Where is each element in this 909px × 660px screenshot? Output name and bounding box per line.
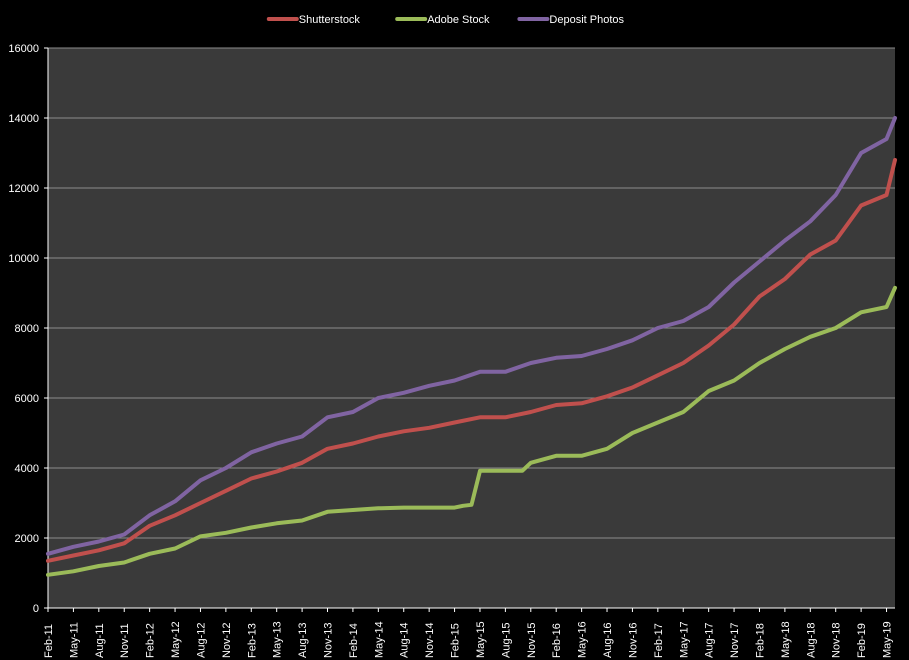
y-tick-label: 12000 bbox=[8, 183, 39, 195]
x-tick-label: Feb-18 bbox=[754, 623, 766, 658]
x-tick-label: Feb-12 bbox=[145, 623, 157, 658]
x-tick-label: Nov-16 bbox=[627, 623, 639, 658]
x-tick-label: Aug-13 bbox=[297, 623, 309, 658]
x-tick-label: May-11 bbox=[68, 622, 80, 658]
x-tick-label: Nov-17 bbox=[729, 623, 741, 658]
series-line-shutterstock bbox=[46, 158, 897, 563]
x-tick-label: Feb-16 bbox=[551, 623, 563, 658]
y-tick-label: 6000 bbox=[15, 393, 39, 405]
y-axis: 0 2000 4000 6000 8000 10000 12000 14000 16000 bbox=[8, 43, 49, 615]
x-tick-label: May-12 bbox=[170, 621, 182, 658]
x-tick-label: Nov-18 bbox=[831, 623, 843, 658]
x-axis: Feb-11 May-11 Aug-11 Nov-11 Feb-12 May-12 Aug-… bbox=[43, 607, 895, 658]
x-tick-label: May-13 bbox=[272, 621, 284, 658]
x-tick-label: Feb-15 bbox=[450, 623, 462, 658]
x-tick-label: Aug-12 bbox=[195, 623, 207, 658]
x-tick-label: Aug-11 bbox=[94, 623, 106, 658]
x-tick-label: May-17 bbox=[678, 621, 690, 658]
x-tick-label: Nov-12 bbox=[221, 623, 233, 658]
y-tick-label: 0 bbox=[33, 603, 39, 615]
x-tick-label: May-19 bbox=[882, 621, 894, 658]
grid-lines bbox=[48, 47, 895, 539]
y-tick-label: 16000 bbox=[8, 43, 39, 55]
x-tick-label: May-14 bbox=[373, 621, 385, 658]
x-tick-label: Feb-13 bbox=[246, 623, 258, 658]
y-tick-label: 10000 bbox=[8, 253, 39, 265]
y-tick-label: 2000 bbox=[15, 533, 39, 545]
x-tick-label: Nov-15 bbox=[526, 623, 538, 658]
x-tick-label: Nov-11 bbox=[119, 623, 131, 658]
y-tick-label: 4000 bbox=[15, 463, 39, 475]
x-tick-label: May-18 bbox=[780, 621, 792, 658]
x-tick-label: Aug-18 bbox=[805, 623, 817, 658]
x-tick-label: Nov-14 bbox=[424, 623, 436, 658]
x-tick-label: Feb-14 bbox=[348, 623, 360, 658]
series-line-adobe-stock bbox=[46, 285, 897, 577]
series-lines bbox=[46, 116, 897, 577]
x-tick-label: Aug-14 bbox=[399, 623, 411, 658]
x-tick-label: Aug-15 bbox=[500, 623, 512, 658]
x-tick-label: Feb-11 bbox=[43, 624, 55, 658]
legend-label: Shutterstock bbox=[299, 14, 361, 26]
y-tick-label: 8000 bbox=[15, 323, 39, 335]
x-tick-label: Aug-17 bbox=[704, 623, 716, 658]
x-tick-label: Aug-16 bbox=[602, 623, 614, 658]
x-tick-label: May-15 bbox=[475, 621, 487, 658]
x-tick-label: Feb-19 bbox=[856, 623, 868, 658]
x-tick-label: Nov-13 bbox=[323, 623, 335, 658]
legend-label: Deposit Photos bbox=[549, 14, 624, 26]
series-line-deposit-photos bbox=[46, 116, 897, 556]
y-tick-label: 14000 bbox=[8, 113, 39, 125]
x-tick-label: May-16 bbox=[577, 621, 589, 658]
legend-label: Adobe Stock bbox=[427, 14, 490, 26]
x-tick-label: Feb-17 bbox=[653, 623, 665, 658]
legend: Shutterstock Adobe Stock Deposit Photos bbox=[266, 14, 624, 26]
